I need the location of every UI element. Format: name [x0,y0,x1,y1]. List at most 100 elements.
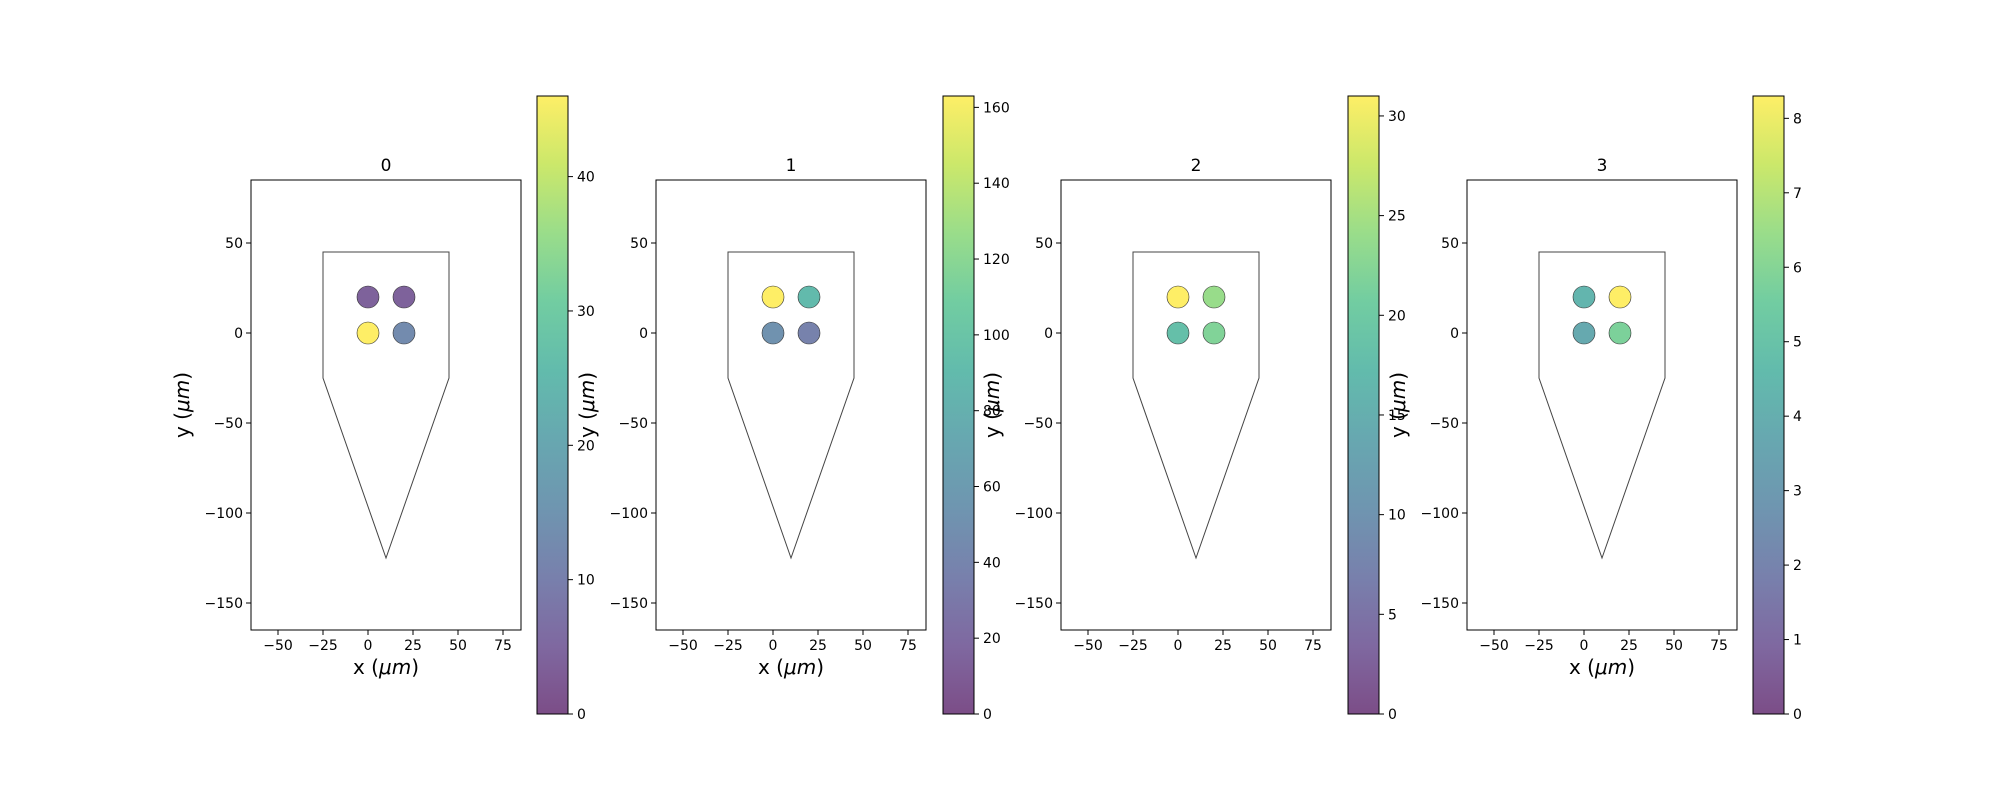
contact-point [1202,285,1226,309]
colorbar-tick-label: 10 [577,573,595,589]
contact-point [356,285,380,309]
colorbar-tick-label: 20 [577,438,595,454]
subplot-title: 3 [1597,156,1608,176]
colorbar-gradient [1348,96,1379,714]
y-tick-label: −100 [1421,506,1459,522]
colorbar-tick-label: 7 [1793,186,1802,202]
y-tick-label: −150 [1421,596,1459,612]
colorbar-tick-label: 0 [983,707,992,723]
y-tick-label: 0 [234,326,243,342]
subplot-1: 1 −50 −25 0 25 50 75 50 0 −50 −100 −150 x (μm) y (μm)… [575,95,1010,723]
colorbar-tick-label: 3 [1793,484,1802,500]
x-tick-label: 50 [1665,638,1683,654]
colorbar-tick-label: 5 [1793,335,1802,351]
colorbar-tick-label: 160 [983,100,1010,116]
y-axis-label: y (μm) [170,372,194,438]
subplot-0: 0 −50 −25 0 25 50 75 50 0 −50 −100 −150 x (μm) y (μm)… [170,95,595,723]
x-tick-label: 50 [854,638,872,654]
subplot-title: 2 [1191,156,1202,176]
colorbar-tick-label: 140 [983,176,1010,192]
x-tick-label: 75 [1304,638,1322,654]
y-tick-label: −150 [610,596,648,612]
y-tick-label: −50 [618,416,648,432]
subplot-title: 1 [786,156,797,176]
x-tick-label: −25 [1118,638,1148,654]
x-tick-label: 75 [494,638,512,654]
x-axis-label: x (μm) [758,655,824,679]
y-tick-label: 0 [639,326,648,342]
x-tick-label: −50 [668,638,698,654]
axes-frame [250,179,522,631]
colorbar-tick-label: 0 [1388,707,1397,723]
colorbar-tick-label: 1 [1793,633,1802,649]
contact-point [1572,321,1596,345]
x-tick-label: 0 [769,638,778,654]
subplot-2: 2 −50 −25 0 25 50 75 50 0 −50 −100 −150 y (μm) 0 5 10 15… [980,95,1406,723]
contact-point [1202,321,1226,345]
x-tick-label: 0 [1174,638,1183,654]
colorbar-frame [536,95,569,715]
y-axis-label: y (μm) [1386,372,1410,438]
colorbar-tick-label: 5 [1388,607,1397,623]
contact-point [1166,285,1190,309]
colorbar-tick-label: 6 [1793,260,1802,276]
colorbar-tick-label: 8 [1793,111,1802,127]
y-tick-label: 0 [1450,326,1459,342]
x-tick-label: 25 [1620,638,1638,654]
probe-outline [727,251,855,560]
colorbar-tick-label: 0 [1793,707,1802,723]
x-axis-label: x (μm) [353,655,419,679]
y-tick-label: 50 [630,236,648,252]
contact-point [1608,285,1632,309]
colorbar-tick-label: 15 [1388,408,1406,424]
probe-outline [322,251,450,560]
colorbar-tick-label: 30 [577,304,595,320]
probe-outline [1538,251,1666,560]
y-axis-label: y (μm) [980,372,1004,438]
colorbar-frame [942,95,975,715]
contact-point [392,321,416,345]
x-tick-label: 50 [1259,638,1277,654]
colorbar-tick-label: 40 [983,555,1001,571]
colorbar-tick-label: 25 [1388,209,1406,225]
colorbar-gradient [1753,96,1784,714]
y-tick-label: 50 [225,236,243,252]
x-tick-label: 25 [809,638,827,654]
y-tick-label: −100 [1015,506,1053,522]
x-axis-label: x (μm) [1569,655,1635,679]
colorbar-tick-label: 30 [1388,109,1406,125]
contact-point [1166,321,1190,345]
colorbar-tick-label: 10 [1388,508,1406,524]
x-tick-label: −50 [263,638,293,654]
contact-point [1608,321,1632,345]
subplot-title: 0 [381,156,392,176]
contact-point [761,321,785,345]
colorbar-gradient [537,96,568,714]
y-axis-label: y (μm) [575,372,599,438]
y-tick-label: −50 [1023,416,1053,432]
y-tick-label: −150 [1015,596,1053,612]
axes-frame [1060,179,1332,631]
x-tick-label: 75 [899,638,917,654]
y-tick-label: −50 [213,416,243,432]
x-tick-label: 0 [1580,638,1589,654]
contact-point [761,285,785,309]
colorbar-frame [1347,95,1380,715]
colorbar-tick-label: 4 [1793,409,1802,425]
x-tick-label: 25 [404,638,422,654]
colorbar-tick-label: 120 [983,252,1010,268]
contact-point [392,285,416,309]
axes-frame [655,179,927,631]
colorbar-tick-label: 60 [983,480,1001,496]
contact-point [356,321,380,345]
colorbar-frame [1752,95,1785,715]
axes-frame [1466,179,1738,631]
x-tick-label: −25 [1524,638,1554,654]
colorbar-tick-label: 20 [1388,308,1406,324]
colorbar-gradient [943,96,974,714]
x-tick-label: −50 [1479,638,1509,654]
x-tick-label: 75 [1710,638,1728,654]
colorbar-tick-label: 100 [983,328,1010,344]
